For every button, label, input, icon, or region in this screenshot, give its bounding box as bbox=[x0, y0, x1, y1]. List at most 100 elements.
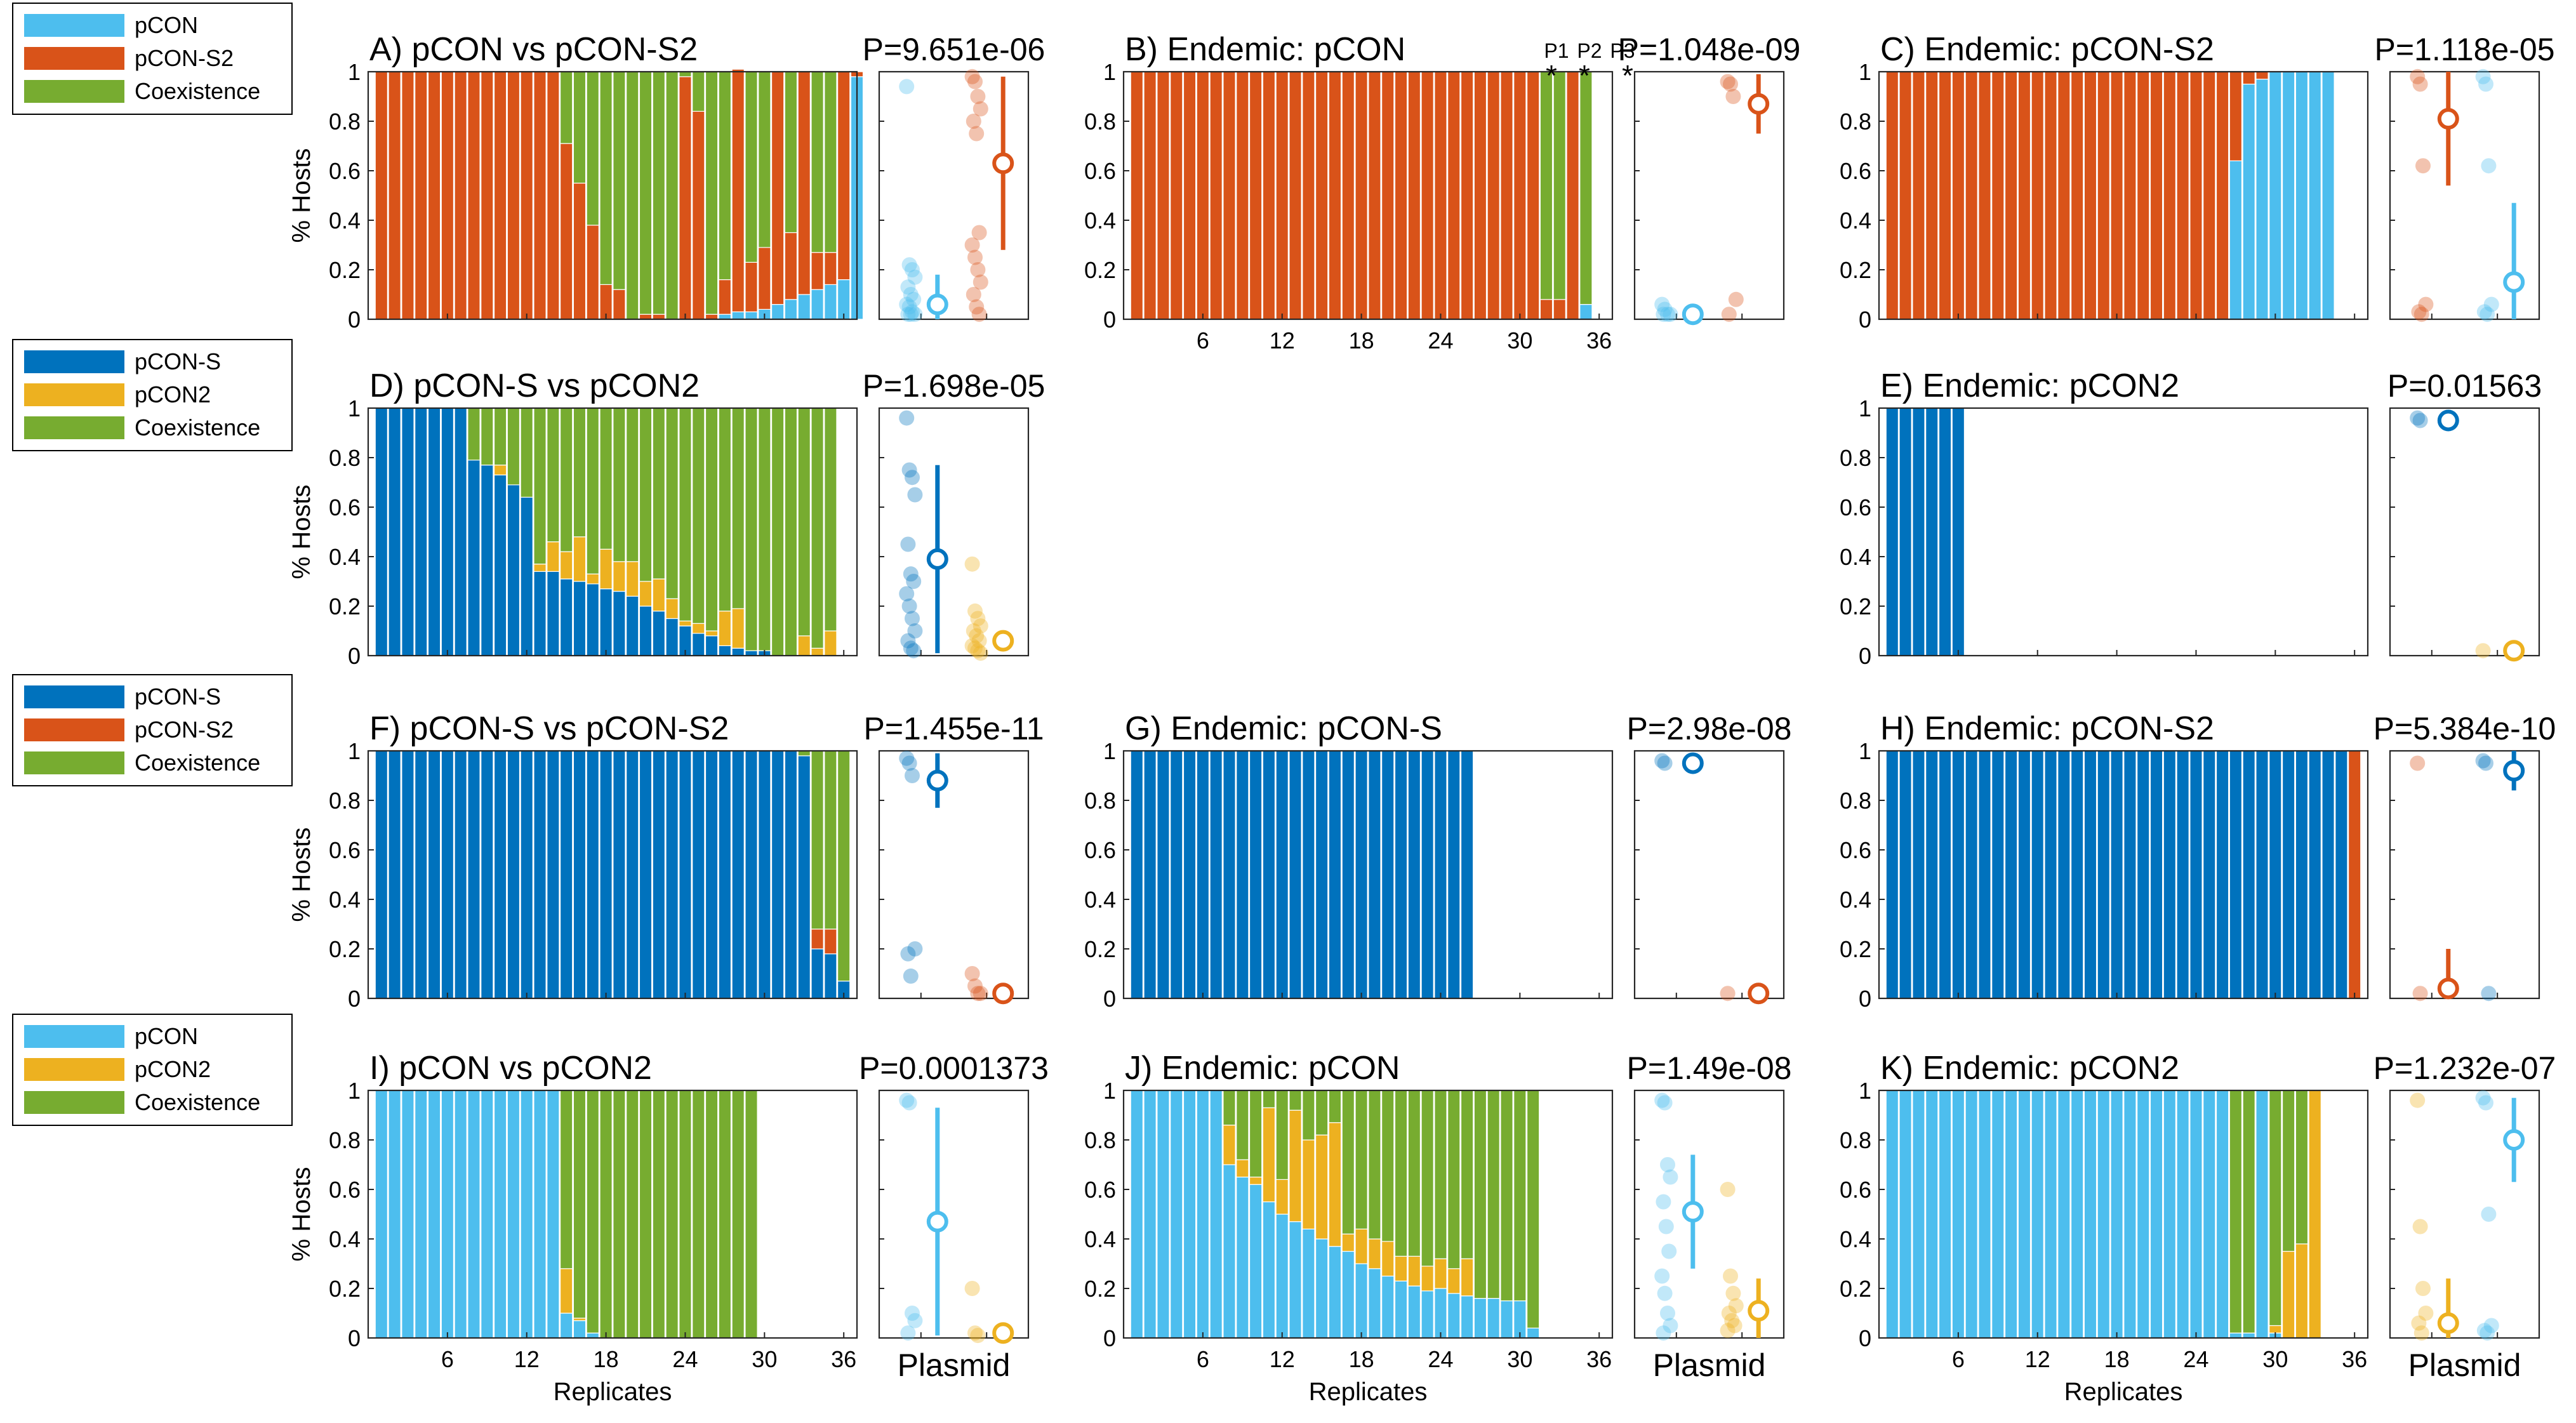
bar-segment bbox=[441, 71, 455, 320]
bar-segment bbox=[1143, 1090, 1157, 1339]
strip-x-label: Plasmid bbox=[898, 1347, 1011, 1383]
strip-axes-box bbox=[878, 1089, 1030, 1339]
legend-swatch bbox=[24, 1091, 124, 1114]
y-tick-label: 1 bbox=[348, 1078, 361, 1104]
strip-point bbox=[903, 287, 919, 302]
y-tick-label: 0.2 bbox=[1084, 936, 1116, 962]
bars-C bbox=[1885, 71, 2335, 320]
axes-box bbox=[1122, 1089, 1614, 1339]
strip-point bbox=[966, 287, 981, 302]
strip-point bbox=[1720, 986, 1736, 1002]
bar-segment bbox=[2269, 1090, 2282, 1327]
bar-segment bbox=[1289, 1221, 1302, 1339]
bar-segment bbox=[811, 948, 824, 999]
bar-segment bbox=[586, 1090, 599, 1334]
y-tick-label: 0 bbox=[1859, 986, 1871, 1012]
bar-segment bbox=[2017, 750, 2031, 999]
bar-segment bbox=[454, 407, 467, 656]
bar-segment bbox=[1183, 71, 1197, 320]
bar-segment bbox=[1421, 1290, 1434, 1339]
axes-box bbox=[1878, 750, 2369, 1000]
strip-point bbox=[1725, 1285, 1741, 1301]
bar-segment bbox=[2242, 71, 2255, 85]
panel-K: 0 0.2 0.4 0.6 0.8 1 6 12 18 24 30 36 Replicates K) En… bbox=[1840, 1050, 2556, 1406]
bar-segment bbox=[731, 647, 745, 656]
bar-segment bbox=[692, 71, 705, 112]
bar-segment bbox=[1328, 71, 1342, 320]
strip-point bbox=[900, 307, 916, 322]
bar-segment bbox=[1262, 750, 1276, 999]
strip-point bbox=[971, 307, 987, 322]
strip-point bbox=[903, 640, 919, 656]
bar-segment bbox=[1539, 71, 1553, 300]
bar-segment bbox=[2203, 71, 2216, 320]
strip-point bbox=[2478, 1095, 2493, 1111]
bar-segment bbox=[745, 71, 758, 263]
x-tick-label: 24 bbox=[2183, 1346, 2208, 1372]
legend-4: pCON pCON2 Coexistence bbox=[12, 1014, 293, 1126]
bar-segment bbox=[559, 1268, 573, 1314]
bar-segment bbox=[2348, 750, 2361, 999]
bar-segment bbox=[745, 261, 758, 312]
bar-segment bbox=[1473, 1297, 1487, 1339]
strip-point bbox=[2412, 1219, 2428, 1234]
bar-segment bbox=[1938, 407, 1952, 656]
bar-segment bbox=[2083, 750, 2097, 999]
bar-segment bbox=[2004, 750, 2018, 999]
bar-segment bbox=[797, 71, 811, 295]
bar-segment bbox=[652, 71, 666, 315]
bar-segment bbox=[613, 407, 626, 562]
strip-point bbox=[899, 79, 915, 95]
bar-segment bbox=[441, 750, 455, 999]
bar-segment bbox=[415, 1090, 428, 1339]
bar-segment bbox=[427, 71, 441, 320]
bar-segment bbox=[559, 143, 573, 320]
bar-segment bbox=[2215, 1090, 2229, 1339]
bar-segment bbox=[824, 71, 837, 253]
bar-segment bbox=[705, 407, 719, 632]
bar-segment bbox=[824, 630, 837, 656]
bar-segment bbox=[1899, 1090, 1912, 1339]
bar-segment bbox=[692, 750, 705, 999]
y-tick-label: 0.2 bbox=[329, 936, 361, 962]
bar-segment bbox=[1487, 71, 1500, 320]
bar-segment bbox=[2004, 1090, 2018, 1339]
bar-segment bbox=[2149, 71, 2163, 320]
bar-segment bbox=[415, 750, 428, 999]
annotation-mark: * bbox=[1622, 59, 1633, 92]
bar-segment bbox=[2189, 1090, 2203, 1339]
bar-segment bbox=[441, 407, 455, 656]
x-tick-label: 12 bbox=[1270, 328, 1295, 354]
bar-segment bbox=[1407, 1255, 1421, 1287]
strip-I bbox=[878, 1089, 1030, 1344]
axes-box bbox=[1878, 1089, 2369, 1339]
bar-segment bbox=[2242, 750, 2255, 999]
panel-title: A) pCON vs pCON-S2 bbox=[369, 31, 698, 68]
x-tick-label: 18 bbox=[2104, 1346, 2130, 1372]
y-tick-label: 0.6 bbox=[329, 1177, 361, 1203]
bar-segment bbox=[599, 588, 613, 656]
strip-point bbox=[969, 628, 985, 644]
bar-segment bbox=[1157, 71, 1170, 320]
bar-segment bbox=[811, 252, 824, 290]
bar-segment bbox=[731, 407, 745, 609]
bar-segment bbox=[573, 1090, 587, 1319]
bar-segment bbox=[2070, 1090, 2084, 1339]
bar-segment bbox=[533, 407, 547, 565]
strip-axes-box bbox=[878, 407, 1030, 657]
bar-segment bbox=[1566, 71, 1579, 320]
strip-point bbox=[1660, 1157, 1675, 1172]
bar-segment bbox=[2097, 750, 2110, 999]
strip-point bbox=[900, 279, 916, 295]
bar-segment bbox=[758, 247, 771, 310]
bars-D bbox=[375, 407, 837, 656]
strip-point bbox=[905, 1306, 920, 1321]
x-tick-label: 6 bbox=[1197, 1346, 1209, 1372]
y-tick-label: 0.2 bbox=[1840, 1276, 1871, 1302]
strip-point bbox=[2481, 986, 2497, 1002]
bar-segment bbox=[2044, 71, 2057, 320]
y-tick-label: 0.6 bbox=[1840, 1177, 1871, 1203]
bar-segment bbox=[797, 294, 811, 320]
legend-3: pCON-S pCON-S2 Coexistence bbox=[12, 674, 293, 786]
strip-point bbox=[1657, 301, 1673, 317]
